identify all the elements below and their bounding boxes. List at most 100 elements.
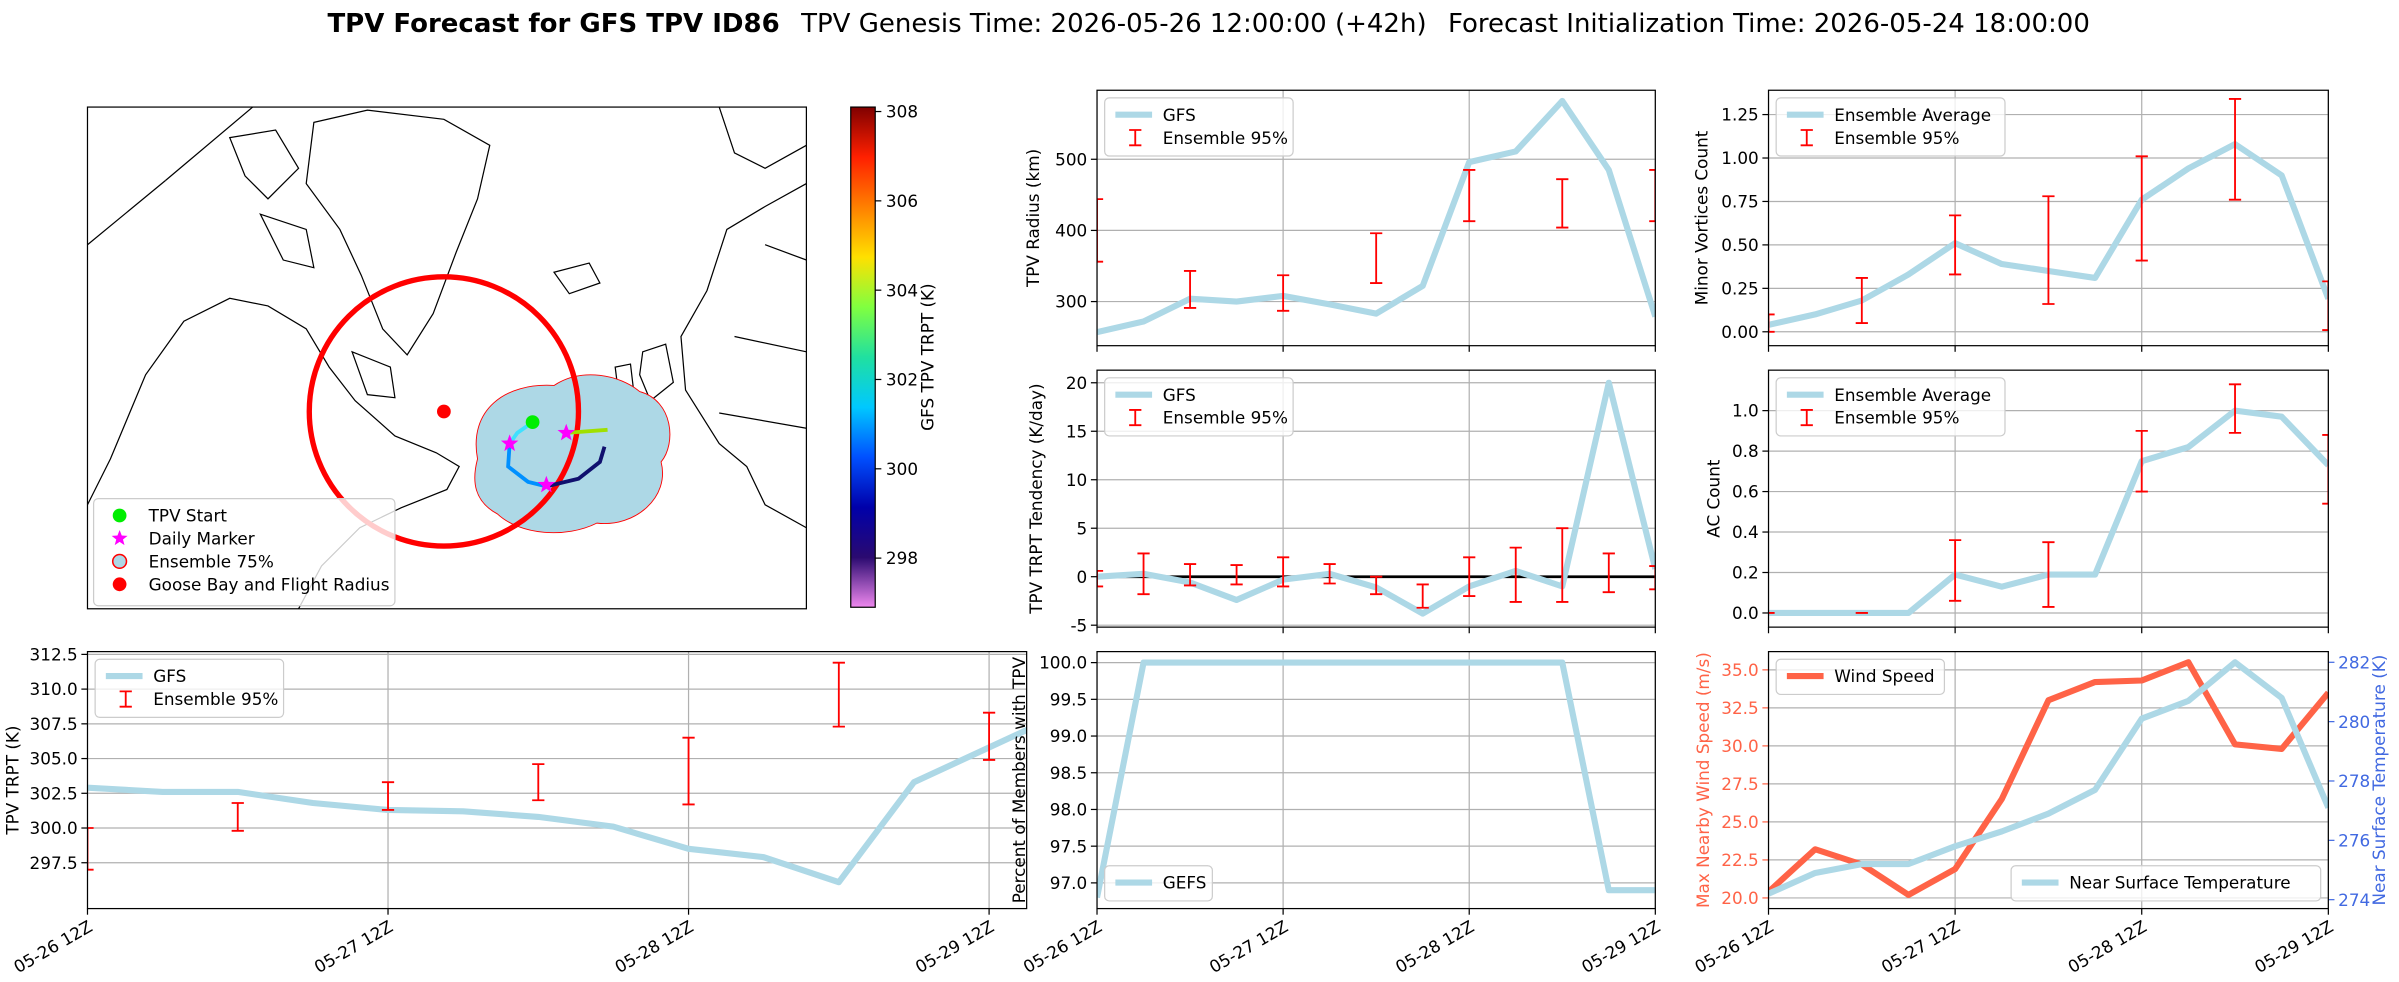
y-tick-label: 20.0 <box>1721 888 1758 908</box>
error-bar <box>1183 563 1197 587</box>
track <box>506 443 547 489</box>
x-tick-label: 05-27 12Z <box>1878 916 1963 977</box>
y-tick-label: 0 <box>1077 567 1088 587</box>
y-tick-label: 300.0 <box>30 818 78 838</box>
legend-box <box>1775 377 2006 437</box>
error-bar <box>532 763 545 802</box>
colorbar-label: GFS TPV TRPT (K) <box>917 283 937 431</box>
plot-area <box>1097 370 1656 628</box>
y-tick-label: 27.5 <box>1721 774 1758 794</box>
error-bar <box>2135 155 2148 262</box>
x-tick-label: 05-27 12Z <box>311 916 396 977</box>
error-bar <box>2228 383 2242 434</box>
legend-marker <box>111 530 128 546</box>
legend-label: Ensemble 95% <box>153 689 278 709</box>
error-bar <box>1416 583 1429 609</box>
error-bar <box>1137 552 1150 596</box>
legend-label: Ensemble 75% <box>149 551 274 571</box>
init-time: Forecast Initialization Time: 2026-05-24… <box>1448 9 2090 39</box>
y-tick-label: 98.0 <box>1050 800 1087 820</box>
y-tick-label: 0.8 <box>1732 441 1759 461</box>
y-tick-label: 30.0 <box>1721 736 1758 756</box>
error-bar <box>1768 313 1775 333</box>
plot-area <box>87 651 1027 909</box>
y-axis-label: TPV Radius (km) <box>1023 149 1043 288</box>
colorbar-tick-label: 308 <box>886 102 918 122</box>
error-bar <box>1463 169 1476 223</box>
legend-label: Ensemble Average <box>1834 385 1991 405</box>
y-tick-label: 1.0 <box>1732 401 1759 421</box>
legend-label: Near Surface Temperature <box>2069 873 2290 893</box>
y-tick-label: 0.6 <box>1732 482 1759 502</box>
legend-box <box>1775 658 1946 696</box>
error-bar <box>231 802 244 832</box>
y-tick-label: 20 <box>1066 373 1087 393</box>
y-tick-label: 274 <box>2338 890 2370 910</box>
y-tick-label: 0.0 <box>1732 603 1759 623</box>
y-tick-label: 15 <box>1066 421 1087 441</box>
error-bar <box>1649 565 1656 591</box>
error-bar <box>982 711 996 761</box>
y-tick-label: 297.5 <box>30 853 78 873</box>
y-tick-label: 35.0 <box>1721 660 1758 680</box>
colorbar-tick-label: 302 <box>886 370 918 390</box>
legend-label: GFS <box>1163 105 1196 125</box>
legend-label: GFS <box>1163 385 1196 405</box>
legend-label: Ensemble 95% <box>1834 408 1959 428</box>
legend-marker <box>119 690 132 708</box>
legend-box <box>1775 97 2006 157</box>
legend-label: TPV Start <box>148 506 228 526</box>
error-bar <box>1556 527 1569 603</box>
data-line <box>87 726 1027 886</box>
y-tick-label: 22.5 <box>1721 850 1758 870</box>
y-tick-label: 0.25 <box>1721 278 1758 298</box>
x-tick-label: 05-29 12Z <box>912 916 997 977</box>
y-tick-label: 10 <box>1066 470 1087 490</box>
x-tick-label: 05-28 12Z <box>1392 916 1477 977</box>
y-tick-label: 500 <box>1055 149 1087 169</box>
x-tick-label: 05-29 12Z <box>1578 916 1663 977</box>
axes-frame <box>1767 650 2329 910</box>
y-tick-label: 400 <box>1055 221 1087 241</box>
legend-label: GFS <box>153 666 186 686</box>
y-tick-label: -5 <box>1070 615 1087 635</box>
x-tick-label: 05-26 12Z <box>1691 916 1776 977</box>
y-axis-label: TPV TRPT (K) <box>3 726 23 836</box>
y-axis-label: Minor Vortices Count <box>1691 130 1711 305</box>
y-axis-label: Percent of Members with TPV <box>1009 656 1029 903</box>
legend-label: Daily Marker <box>149 529 255 549</box>
error-bar <box>2135 429 2148 493</box>
error-bar <box>1649 169 1656 223</box>
x-tick-label: 05-26 12Z <box>10 916 95 977</box>
legend-marker <box>111 553 128 570</box>
legend-label: Ensemble Average <box>1834 105 1991 125</box>
y-tick-label: 5 <box>1077 518 1088 538</box>
y-tick-label: 0.75 <box>1721 192 1758 212</box>
y-tick-label: 0.4 <box>1732 522 1759 542</box>
colorbar <box>850 106 876 608</box>
error-bar <box>1855 277 1868 325</box>
map-frame <box>86 106 808 610</box>
axes-frame <box>1767 369 2329 628</box>
y-tick-label: 282 <box>2338 652 2370 672</box>
axes-frame <box>1096 89 1656 347</box>
data-line <box>1097 659 1656 899</box>
legend-marker <box>1800 129 1813 147</box>
legend-box <box>92 498 396 607</box>
error-bar <box>2042 541 2055 608</box>
axes-frame <box>86 650 1028 910</box>
y-tick-label: 98.5 <box>1050 763 1087 783</box>
y-tick-label: 0.2 <box>1732 563 1759 583</box>
y-tick-label: 97.0 <box>1050 873 1087 893</box>
x-tick-label: 05-29 12Z <box>2251 916 2336 977</box>
colorbar-tick-label: 300 <box>886 459 918 479</box>
legend-marker <box>112 508 127 523</box>
legend-box <box>2010 865 2322 902</box>
y-tick-label: 99.0 <box>1050 726 1087 746</box>
legend-label: Ensemble 95% <box>1834 128 1959 148</box>
y-axis-label: TPV TRPT Tendency (K/day) <box>1026 383 1046 614</box>
error-bar <box>1370 575 1383 596</box>
plot-area <box>1097 651 1656 909</box>
plot-area <box>1097 90 1656 346</box>
